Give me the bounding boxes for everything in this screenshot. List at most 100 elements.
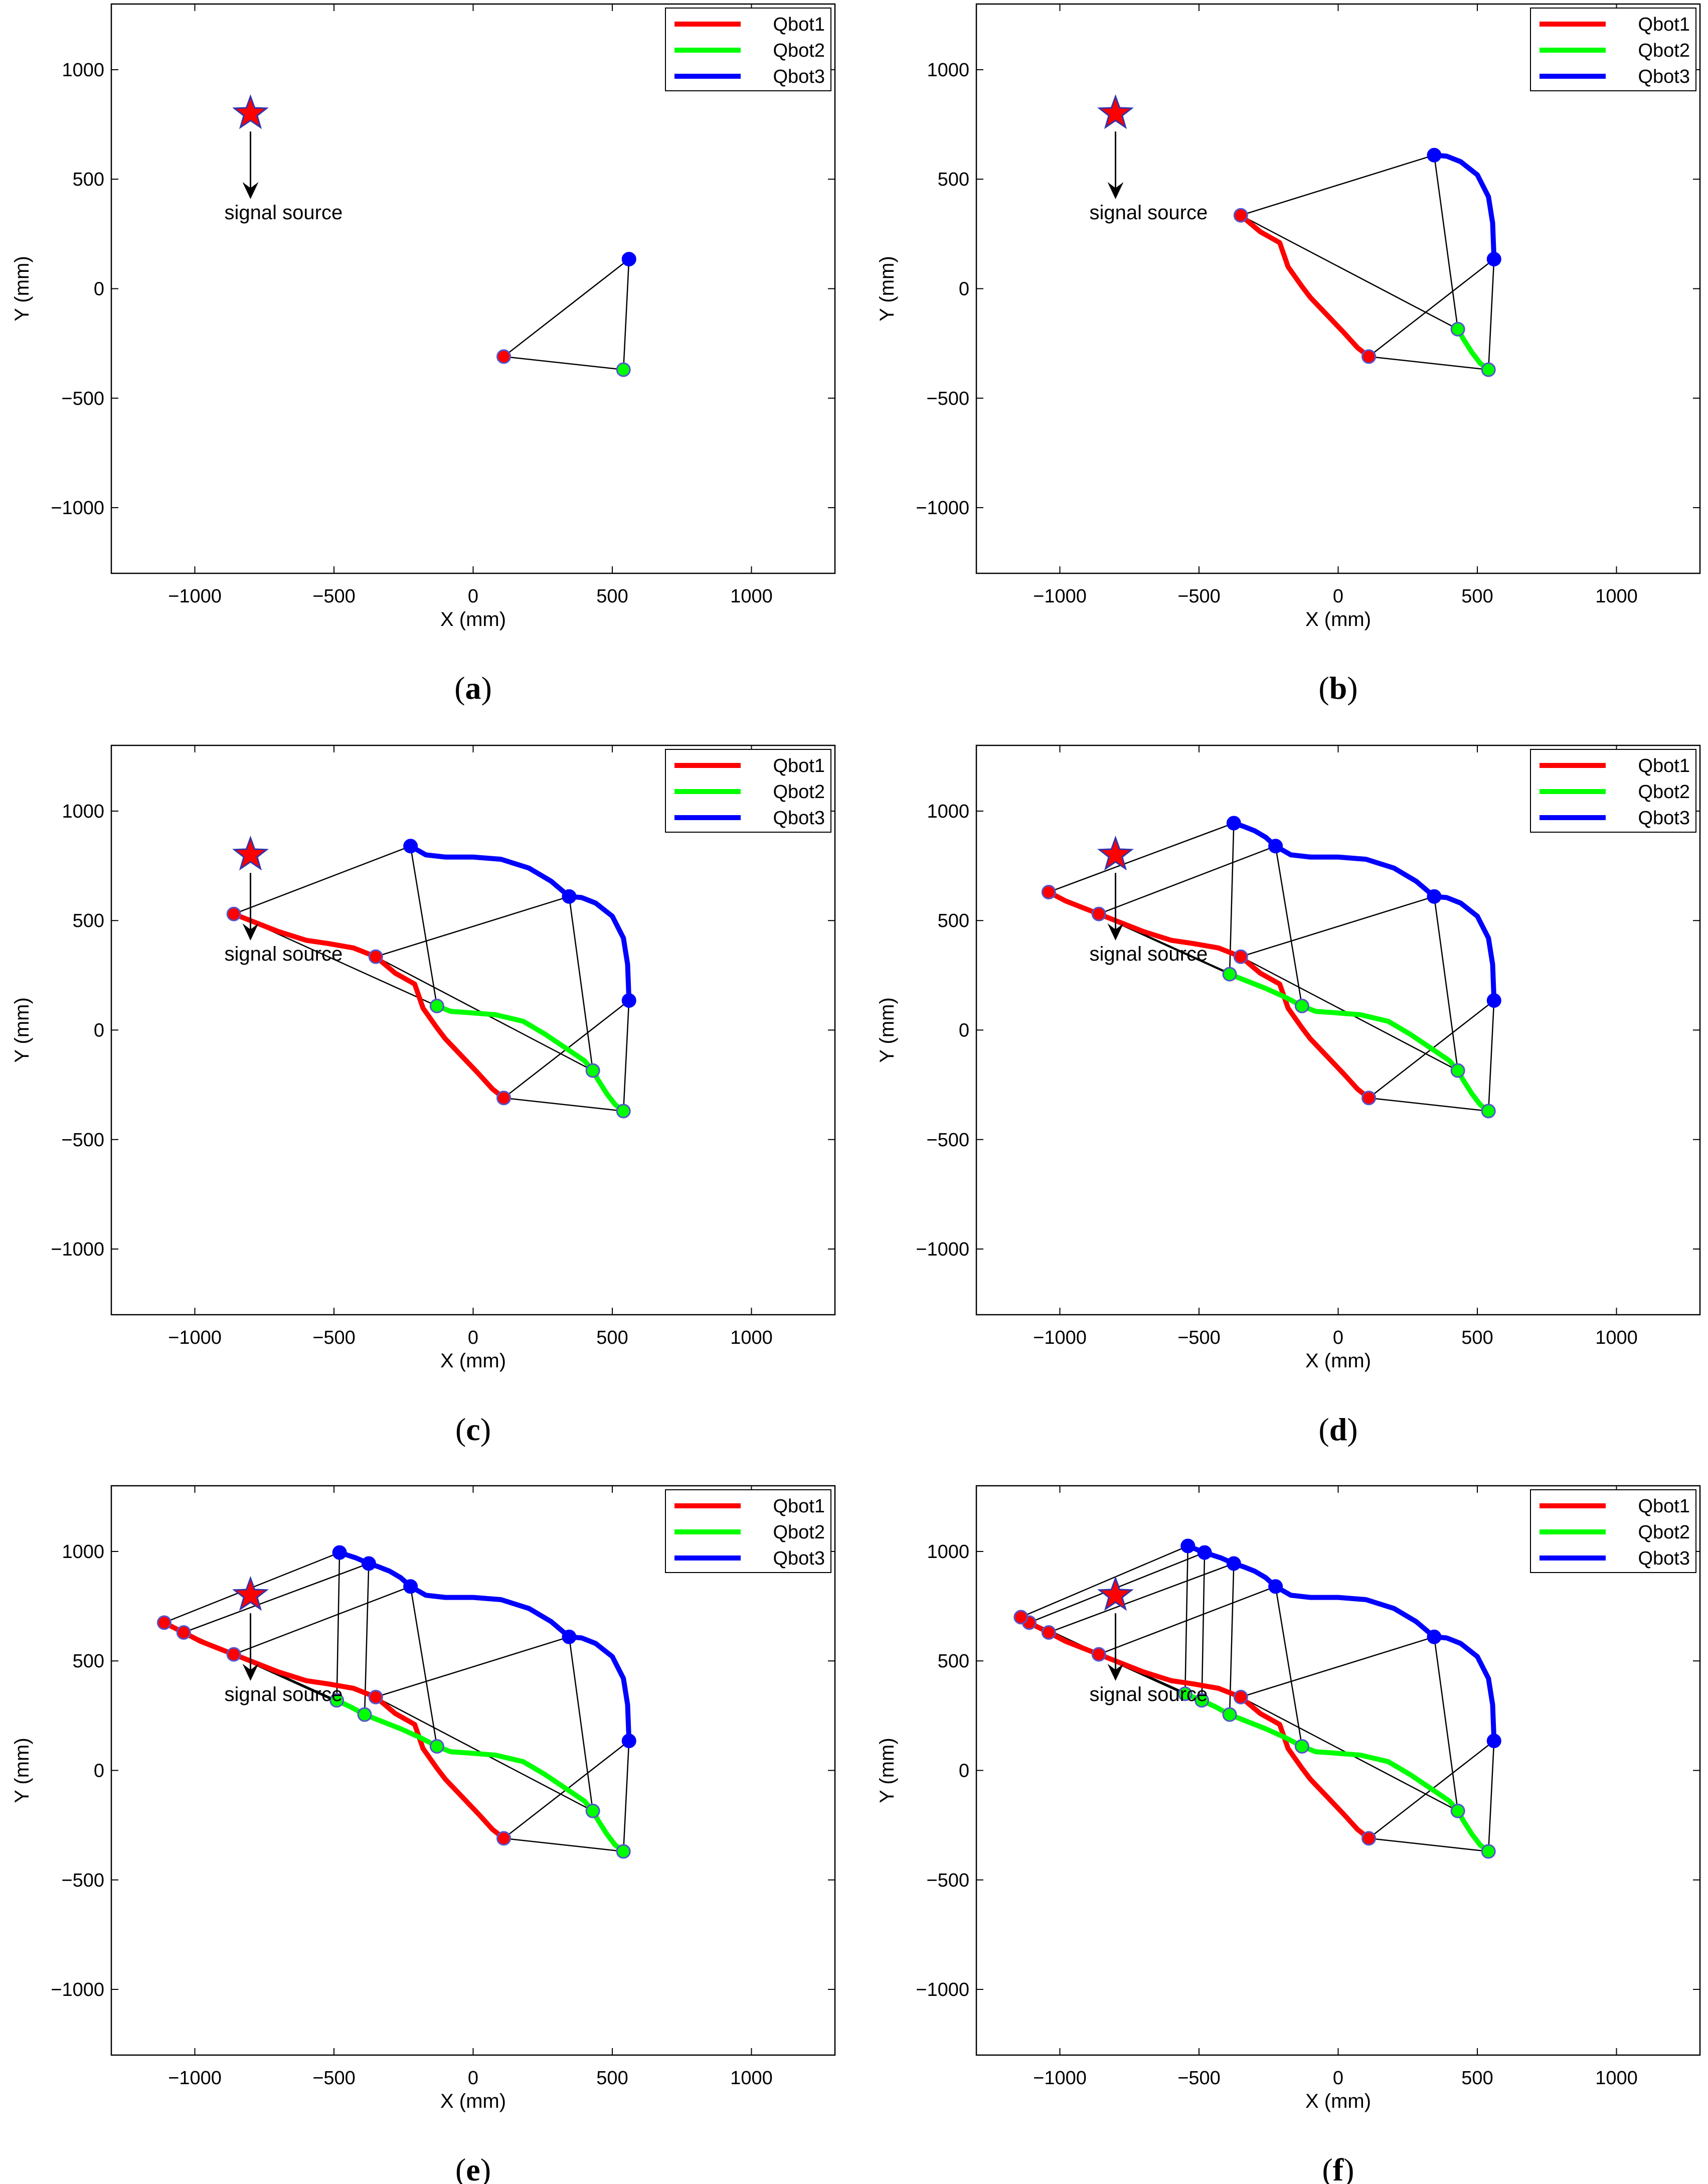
trajectory-qbot1 xyxy=(231,911,506,1101)
robot-marker-qbot3 xyxy=(332,1545,347,1560)
annotation-arrow-head xyxy=(1107,182,1124,199)
trajectory-qbot3 xyxy=(1431,152,1497,262)
axes-frame xyxy=(110,744,836,1316)
robot-marker-qbot3 xyxy=(403,1579,418,1594)
signal-source-label: signal source xyxy=(225,202,343,224)
robot-marker-qbot3 xyxy=(1226,1556,1241,1571)
caption-letter: d xyxy=(1329,1412,1347,1447)
x-tick-label: 0 xyxy=(1333,586,1343,607)
x-tick-label: −500 xyxy=(1177,586,1221,607)
caption-paren: ) xyxy=(1343,2152,1354,2184)
caption-paren: ) xyxy=(480,1412,491,1447)
robot-marker-qbot1 xyxy=(368,1689,383,1704)
robot-marker-qbot1 xyxy=(226,1647,241,1662)
x-tick-label: −500 xyxy=(312,586,356,607)
robot-marker-qbot1 xyxy=(1233,208,1248,223)
x-axis-label: X (mm) xyxy=(440,608,506,631)
caption-paren: ) xyxy=(1347,1412,1357,1447)
x-axis-label: X (mm) xyxy=(440,2090,506,2112)
robot-marker-qbot1 xyxy=(1361,1831,1377,1846)
formation-triangle xyxy=(1367,257,1495,371)
annotation-arrow-head xyxy=(1107,923,1124,941)
robot-marker-qbot2 xyxy=(585,1063,600,1078)
robot-marker-qbot1 xyxy=(1013,1610,1029,1625)
x-tick-label: 500 xyxy=(596,2068,628,2089)
legend-label-qbot2: Qbot2 xyxy=(773,1522,825,1543)
robot-marker-qbot1 xyxy=(1041,884,1056,899)
robot-marker-qbot2 xyxy=(1222,1707,1237,1722)
y-tick-label: 1000 xyxy=(62,801,104,822)
subplot-caption: (f) xyxy=(1322,2152,1354,2184)
caption-paren: ( xyxy=(1318,670,1329,706)
robot-marker-qbot3 xyxy=(403,839,418,854)
x-tick-label: −1000 xyxy=(168,2068,222,2089)
y-axis-label: Y (mm) xyxy=(11,997,33,1062)
caption-paren: ) xyxy=(1347,670,1357,706)
x-tick-label: 0 xyxy=(1333,2068,1343,2089)
annotation-arrow-head xyxy=(242,923,259,941)
signal-source-star xyxy=(1097,1576,1134,1611)
axes-frame xyxy=(975,1485,1701,2056)
robot-marker-qbot3 xyxy=(1226,816,1241,831)
trajectory-qbot3 xyxy=(408,843,632,1003)
trajectory-qbot1 xyxy=(1238,213,1372,359)
legend-label-qbot3: Qbot3 xyxy=(1638,1548,1690,1569)
legend-label-qbot1: Qbot1 xyxy=(773,1496,825,1517)
robot-marker-qbot1 xyxy=(226,906,241,921)
subplot-c: −1000 −500 0 500 1000 −1000 −500 0 500 1000 X (mm)… xyxy=(11,744,836,1447)
subplot-caption: (b) xyxy=(1318,670,1357,706)
legend-label-qbot3: Qbot3 xyxy=(773,1548,825,1569)
x-tick-label: −500 xyxy=(1177,1327,1221,1348)
legend: Qbot1 Qbot2 Qbot3 xyxy=(665,1489,831,1573)
subplot-caption: (d) xyxy=(1318,1412,1357,1447)
x-tick-label: 500 xyxy=(596,1327,628,1348)
subplot-e: −1000 −500 0 500 1000 −1000 −500 0 500 1000 X (mm)… xyxy=(11,1485,836,2184)
y-tick-label: 1000 xyxy=(62,1541,104,1563)
robot-marker-qbot3 xyxy=(562,889,577,904)
axes-frame xyxy=(110,3,836,574)
y-tick-label: −1000 xyxy=(916,1239,969,1260)
robot-marker-qbot2 xyxy=(329,1693,345,1708)
x-tick-label: 0 xyxy=(468,586,478,607)
trajectory-qbot2 xyxy=(434,1003,626,1114)
robot-marker-qbot1 xyxy=(1233,949,1248,964)
y-tick-label: −500 xyxy=(926,388,969,409)
caption-paren: ( xyxy=(1318,1412,1329,1447)
y-tick-label: 0 xyxy=(94,279,104,300)
trajectory-qbot1 xyxy=(1018,1614,1372,1841)
y-tick-label: 0 xyxy=(959,279,969,300)
robot-marker-qbot3 xyxy=(1180,1538,1195,1553)
trajectory-qbot3 xyxy=(337,1550,632,1744)
y-axis-label: Y (mm) xyxy=(876,1738,898,1803)
x-tick-label: 0 xyxy=(468,1327,478,1348)
formation-triangle xyxy=(232,845,438,1007)
y-tick-label: −500 xyxy=(61,1870,104,1891)
caption-paren: ( xyxy=(455,2152,466,2184)
y-tick-label: 500 xyxy=(73,910,104,931)
robot-marker-qbot1 xyxy=(496,1831,511,1846)
annotation-arrow-head xyxy=(242,182,259,199)
y-tick-label: −1000 xyxy=(51,498,104,519)
y-tick-label: 1000 xyxy=(927,60,969,81)
y-tick-label: 1000 xyxy=(927,1541,969,1563)
robot-marker-qbot2 xyxy=(585,1803,600,1818)
y-tick-label: −500 xyxy=(61,388,104,409)
y-tick-label: −1000 xyxy=(916,498,969,519)
legend: Qbot1 Qbot2 Qbot3 xyxy=(1530,1489,1696,1573)
x-tick-label: −1000 xyxy=(168,1327,222,1348)
trajectory-qbot2 xyxy=(334,1697,626,1854)
y-tick-label: 1000 xyxy=(927,801,969,822)
x-tick-label: 500 xyxy=(1461,586,1493,607)
robot-marker-qbot2 xyxy=(1481,362,1496,377)
robot-marker-qbot3 xyxy=(562,1629,577,1644)
y-tick-label: 0 xyxy=(94,1761,104,1782)
legend-label-qbot2: Qbot2 xyxy=(773,40,825,61)
y-tick-label: 0 xyxy=(959,1761,969,1782)
y-tick-label: 500 xyxy=(938,169,969,190)
signal-source-label: signal source xyxy=(1090,1683,1208,1705)
legend-label-qbot3: Qbot3 xyxy=(773,808,825,829)
x-tick-label: 1000 xyxy=(730,1327,773,1348)
robot-marker-qbot3 xyxy=(361,1556,376,1571)
caption-letter: e xyxy=(466,2152,480,2184)
caption-paren: ( xyxy=(1322,2152,1333,2184)
